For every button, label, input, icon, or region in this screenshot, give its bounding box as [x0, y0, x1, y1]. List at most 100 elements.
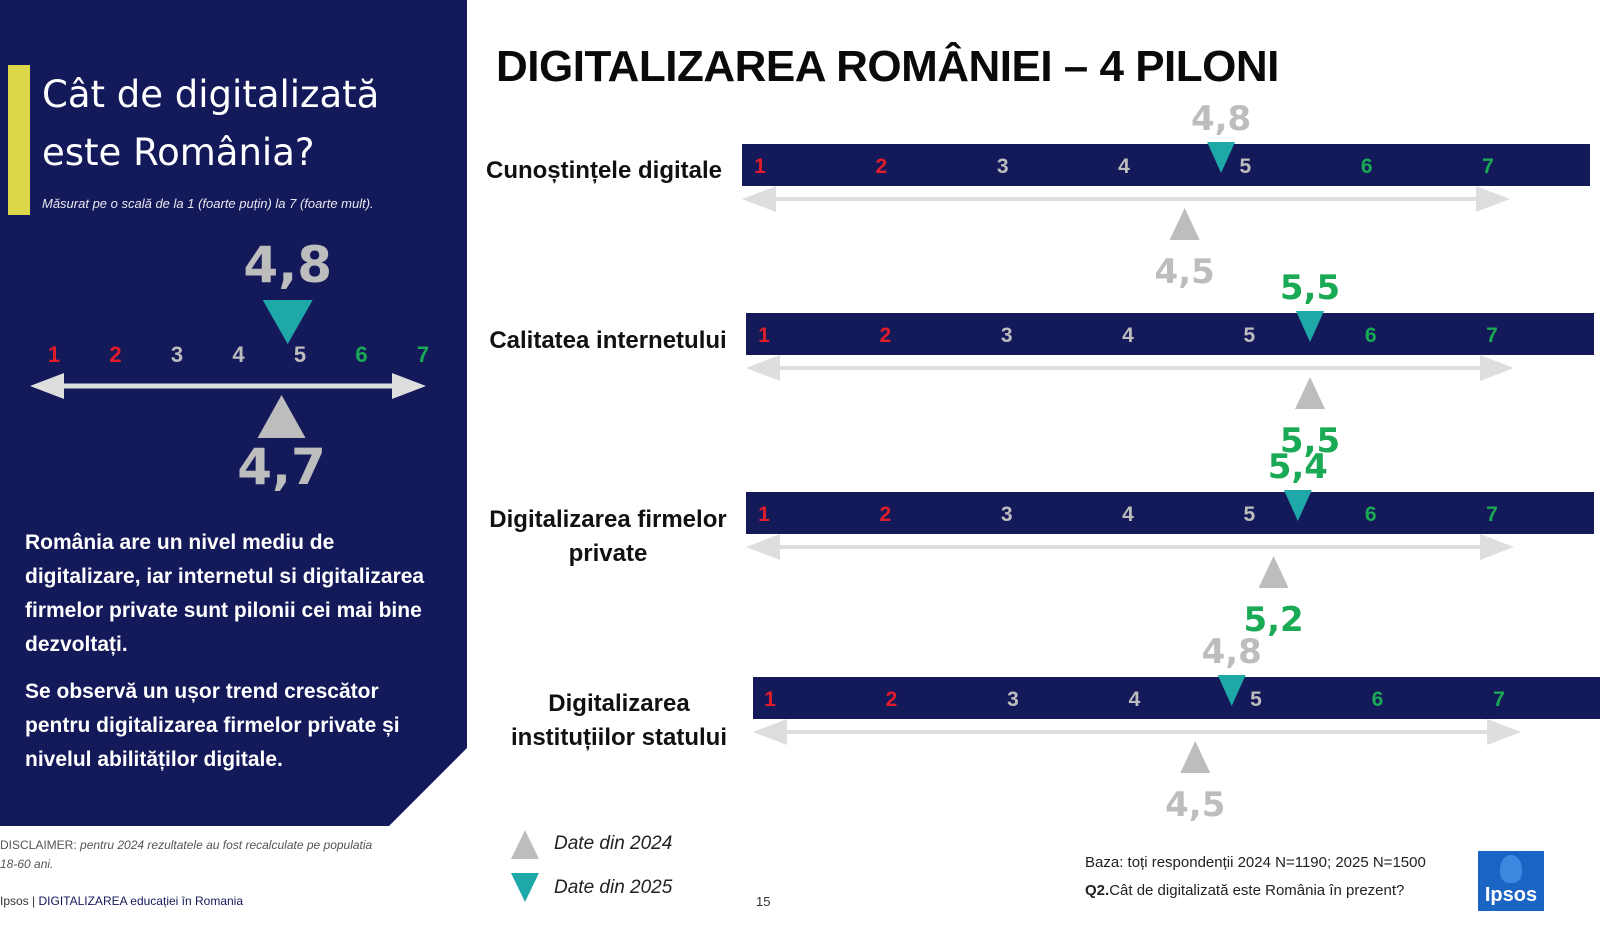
pillar-1-2024-marker: [1169, 208, 1200, 240]
pillar-1-bar: [742, 144, 1590, 186]
pillar-label-1: Cunoștințele digitale: [485, 157, 722, 184]
pillar-2-2025-marker: [1296, 311, 1324, 342]
pillar-3-tick-4: 4: [1122, 503, 1134, 526]
pillar-3-tick-6: 6: [1365, 503, 1377, 526]
pillar-3-tick-5: 5: [1243, 503, 1255, 526]
base-note: Baza: toți respondenții 2024 N=1190; 202…: [1085, 854, 1426, 871]
pillar-3-tick-3: 3: [1001, 503, 1013, 526]
disclaimer: DISCLAIMER: pentru 2024 rezultatele au f…: [0, 836, 380, 874]
overall-2025-marker: [262, 300, 313, 344]
pillar-2-arrow-right-head: [1480, 355, 1514, 381]
pillar-2-tick-1: 1: [758, 324, 770, 347]
pillar-4-2024-marker: [1180, 741, 1211, 773]
pillar-1-tick-4: 4: [1118, 155, 1130, 178]
logo-head-shape: [1500, 855, 1522, 883]
pillar-4-bar: [753, 677, 1600, 719]
pillar-2-bar: [746, 313, 1594, 355]
overall-arrow-right-head: [392, 373, 426, 399]
legend-2025: Date din 2025: [510, 872, 672, 904]
overall-arrow-left-head: [30, 373, 64, 399]
overall-tick-4: 4: [232, 342, 245, 367]
pillar-4-2025-value: 4,8: [1202, 632, 1262, 672]
pillar-2-tick-3: 3: [1001, 324, 1013, 347]
pillar-label-2: Calitatea internetului: [489, 327, 727, 354]
triangle-down-icon: [511, 873, 539, 902]
footer-brand-name: Ipsos: [0, 894, 29, 908]
disclaimer-prefix: DISCLAIMER:: [0, 838, 77, 852]
footer-brand: Ipsos | DIGITALIZAREA educației în Roman…: [0, 894, 243, 908]
page-number: 15: [756, 894, 771, 909]
pillar-1-2025-marker: [1207, 142, 1236, 173]
summary-paragraph-2: Se observă un ușor trend crescător pentr…: [25, 680, 400, 771]
pillar-1-arrow-left-head: [742, 186, 776, 212]
pillar-4-arrow-left-head: [753, 719, 787, 745]
overall-tick-3: 3: [171, 342, 183, 367]
footer-doc-title: DIGITALIZAREA educației în Romania: [38, 894, 244, 908]
pillar-3-2024-value: 5,2: [1243, 600, 1303, 640]
pillar-1-tick-7: 7: [1482, 155, 1494, 178]
pillar-4-tick-3: 3: [1007, 688, 1019, 711]
pillar-2-tick-2: 2: [879, 324, 891, 347]
overall-tick-1: 1: [48, 342, 60, 367]
overall-tick-6: 6: [355, 342, 367, 367]
pillar-3-tick-7: 7: [1486, 503, 1498, 526]
question-text: Cât de digitalizată este România în prez…: [1109, 882, 1405, 899]
pillar-3-tick-1: 1: [758, 503, 770, 526]
overall-2025-value: 4,8: [243, 236, 332, 294]
logo-text: Ipsos: [1484, 884, 1538, 906]
pillar-label-4: Digitalizarea instituțiilor statului: [511, 690, 727, 751]
pillar-4-2024-value: 4,5: [1165, 785, 1225, 825]
question-title: Cât de digitalizată este România?: [42, 73, 380, 174]
pillar-4-tick-6: 6: [1372, 688, 1384, 711]
overall-2024-marker: [257, 395, 306, 438]
pillar-1-arrow-right-head: [1476, 186, 1510, 212]
pillar-4-tick-7: 7: [1493, 688, 1505, 711]
pillar-3-arrow-left-head: [746, 534, 780, 560]
pillar-3-2025-marker: [1283, 490, 1312, 521]
overall-tick-2: 2: [109, 342, 121, 367]
pillar-2-tick-5: 5: [1243, 324, 1255, 347]
pillar-2-tick-6: 6: [1365, 324, 1377, 347]
triangle-up-icon: [511, 830, 539, 859]
pillar-3-2024-marker: [1258, 556, 1289, 588]
pillar-2-arrow-left-head: [746, 355, 780, 381]
overall-scale-chart: 1 2 3 4 5 6 7 4,8 4,7: [30, 236, 429, 496]
question-note: Q2.Cât de digitalizată este România în p…: [1085, 882, 1404, 899]
pillar-4-tick-5: 5: [1250, 688, 1262, 711]
pillar-1-tick-6: 6: [1361, 155, 1373, 178]
main-title: DIGITALIZAREA ROMÂNIEI – 4 PILONI: [496, 42, 1279, 91]
pillar-3-arrow-right-head: [1480, 534, 1514, 560]
pillar-1-2025-value: 4,8: [1191, 99, 1251, 139]
ipsos-logo: Ipsos: [1478, 851, 1544, 911]
question-code: Q2.: [1085, 882, 1110, 899]
pillar-4-2025-marker: [1217, 675, 1246, 706]
pillar-1-2024-value: 4,5: [1155, 252, 1215, 292]
legend-2024: Date din 2024: [510, 828, 672, 860]
pillar-4-tick-2: 2: [886, 688, 898, 711]
pillar-1-tick-2: 2: [875, 155, 887, 178]
overall-tick-7: 7: [417, 342, 429, 367]
overall-tick-5: 5: [294, 342, 306, 367]
pillar-1-tick-3: 3: [997, 155, 1009, 178]
pillar-4-arrow-right-head: [1487, 719, 1521, 745]
pillar-2-tick-7: 7: [1486, 324, 1498, 347]
legend-2024-label: Date din 2024: [554, 833, 673, 854]
legend-2025-label: Date din 2025: [554, 877, 673, 898]
pillar-2-2024-value: 5,5: [1280, 421, 1340, 461]
pillar-3-2025-value: 5,4: [1268, 447, 1328, 487]
pillar-2-2024-marker: [1295, 377, 1325, 409]
pillar-1-tick-1: 1: [754, 155, 766, 178]
pillar-label-3: Digitalizarea firmelor private: [489, 506, 727, 567]
pillar-2-2025-value: 5,5: [1280, 268, 1340, 308]
footer-separator: |: [28, 894, 39, 908]
pillar-2-tick-4: 4: [1122, 324, 1134, 347]
pillar-1-tick-5: 5: [1239, 155, 1251, 178]
pillar-4-tick-1: 1: [764, 688, 776, 711]
overall-2024-value: 4,7: [237, 438, 326, 496]
disclaimer-text: pentru 2024 rezultatele au fost recalcul…: [0, 838, 373, 871]
scale-note: Măsurat pe o scală de la 1 (foarte puțin…: [42, 196, 374, 211]
summary-paragraph-1: România are un nivel mediu de digitaliza…: [25, 531, 425, 656]
pillar-3-bar: [746, 492, 1594, 534]
pillar-3-tick-2: 2: [879, 503, 891, 526]
